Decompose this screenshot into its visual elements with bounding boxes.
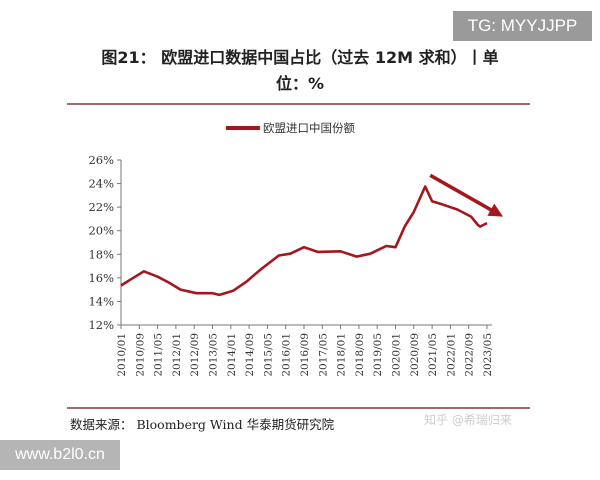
y-tick-label: 24%	[88, 177, 114, 191]
source-note: 数据来源： Bloomberg Wind 华泰期货研究院	[70, 417, 335, 432]
x-tick-label: 2017/05	[317, 333, 329, 377]
top-divider	[67, 103, 530, 105]
x-tick-label: 2018/01	[336, 333, 348, 377]
zhihu-watermark: 知乎 @希瑞归来	[424, 413, 512, 427]
trend-arrow-shaft	[429, 173, 495, 214]
site-watermark: www.b2l0.cn	[0, 440, 120, 470]
y-tick-label: 12%	[88, 318, 114, 332]
x-tick-label: 2011/05	[153, 333, 165, 377]
legend: 欧盟进口中国份额	[226, 121, 355, 135]
legend-label: 欧盟进口中国份额	[263, 121, 355, 135]
x-tick-label: 2018/09	[354, 333, 366, 377]
chart-title-line2: 位：%	[275, 74, 325, 93]
x-tick-label: 2020/09	[409, 333, 421, 377]
x-tick-label: 2021/05	[427, 333, 439, 377]
x-tick-label: 2023/05	[482, 333, 494, 377]
chart-title-line1: 图21： 欧盟进口数据中国占比（过去 12M 求和）丨单	[101, 48, 499, 67]
bottom-divider	[67, 407, 530, 409]
y-tick-label: 18%	[88, 247, 114, 261]
x-tick-label: 2020/01	[391, 333, 403, 377]
x-tick-label: 2016/01	[281, 333, 293, 377]
x-tick-label: 2013/05	[208, 333, 220, 377]
y-tick-label: 22%	[88, 200, 114, 214]
x-tick-label: 2022/01	[445, 333, 457, 377]
trend-arrow-head-icon	[487, 203, 503, 217]
x-tick-label: 2016/09	[299, 333, 311, 377]
y-tick-label: 16%	[88, 271, 114, 285]
tg-watermark: TG: MYYJJPP	[453, 11, 592, 41]
x-tick-label: 2015/05	[262, 333, 274, 377]
series-line	[120, 185, 488, 297]
y-tick-label: 14%	[88, 294, 114, 308]
x-tick-label: 2012/09	[189, 333, 201, 377]
x-tick-label: 2019/05	[372, 333, 384, 377]
x-tick-label: 2010/09	[134, 333, 146, 377]
y-tick-label: 20%	[88, 224, 114, 238]
x-tick-label: 2022/09	[464, 333, 476, 377]
x-tick-label: 2010/01	[116, 333, 128, 377]
x-tick-label: 2012/01	[171, 333, 183, 377]
x-tick-label: 2014/09	[244, 333, 256, 377]
y-tick-label: 26%	[88, 153, 114, 167]
x-tick-label: 2014/01	[226, 333, 238, 377]
